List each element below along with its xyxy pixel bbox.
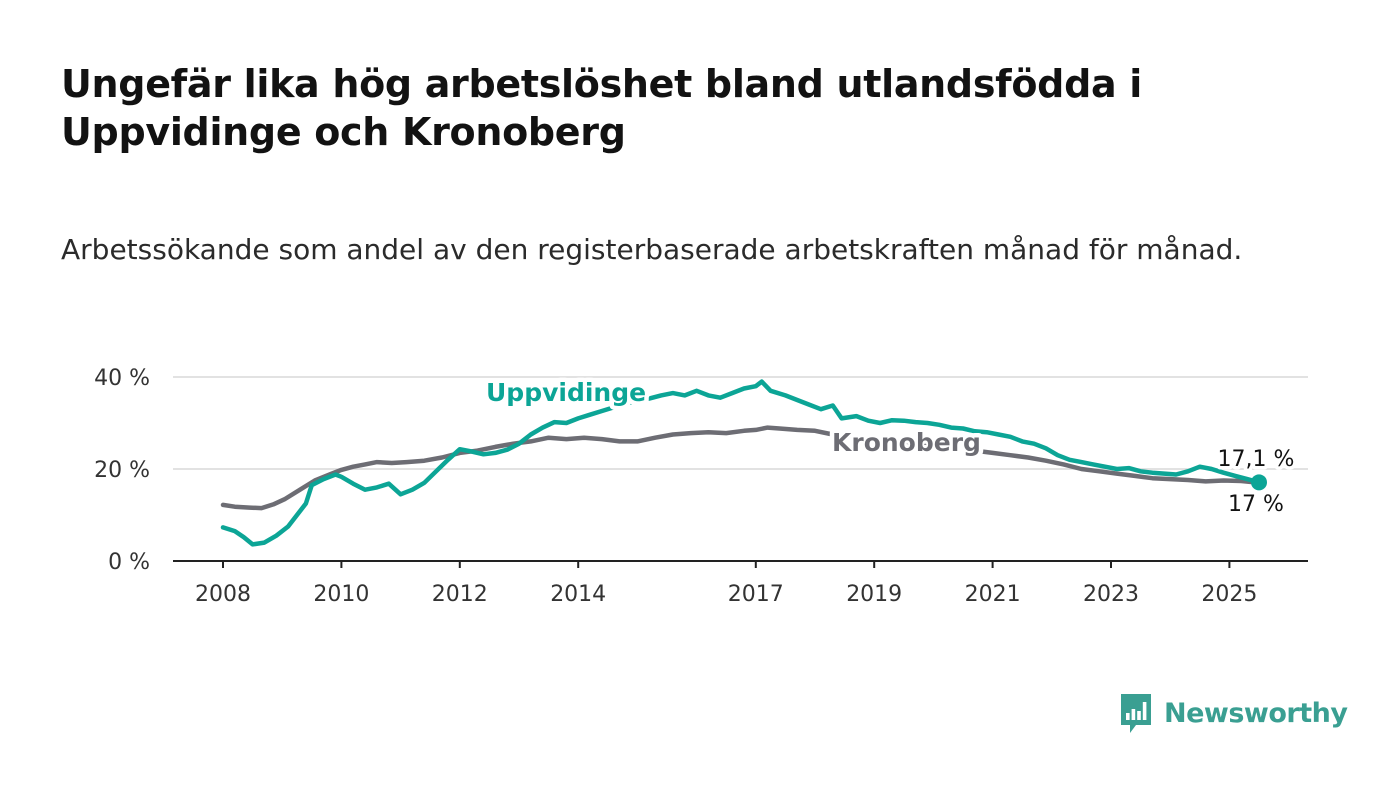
y-tick-label: 20 % <box>94 458 150 483</box>
x-tick-label: 2025 <box>1201 582 1257 607</box>
grid-layer: 0 % 20 % 40 % 2008 2010 2012 2014 2017 2019 2021 2… <box>94 366 1308 607</box>
series-label-kronoberg: Kronoberg <box>832 428 981 457</box>
end-point-uppvidinge <box>1251 474 1267 491</box>
label-layer: UppvidingeUppvidingeKronobergKronoberg17… <box>482 374 1298 521</box>
newsworthy-logo-icon <box>1121 694 1151 733</box>
series-line-uppvidinge <box>220 379 1262 547</box>
chart-subtitle: Arbetssökande som andel av den registerb… <box>61 233 1243 266</box>
series-label-uppvidinge: Uppvidinge <box>486 378 646 407</box>
end-label-kronoberg-halo: 17 % <box>1228 492 1284 517</box>
x-tick-label: 2008 <box>195 582 251 607</box>
x-tick-label: 2010 <box>313 582 369 607</box>
series-layer <box>220 379 1267 547</box>
x-tick-label: 2014 <box>550 582 606 607</box>
chart-title: Ungefär lika hög arbetslöshet bland utla… <box>61 62 1142 154</box>
x-tick-label: 2017 <box>728 582 784 607</box>
x-tick-label: 2012 <box>432 582 488 607</box>
newsworthy-logo: Newsworthy <box>1118 690 1348 736</box>
x-tick-label: 2021 <box>965 582 1021 607</box>
x-tick-label: 2019 <box>846 582 902 607</box>
newsworthy-logo-text: Newsworthy <box>1164 697 1348 729</box>
series-label-uppvidinge-halo: Uppvidinge <box>486 378 646 407</box>
y-tick-label: 0 % <box>108 550 150 575</box>
x-tick-label: 2023 <box>1083 582 1139 607</box>
end-label-uppvidinge-halo: 17,1 % <box>1218 447 1295 472</box>
series-label-kronoberg-halo: Kronoberg <box>832 428 981 457</box>
y-tick-label: 40 % <box>94 366 150 391</box>
end-label-uppvidinge: 17,1 % <box>1218 447 1295 472</box>
end-label-kronoberg: 17 % <box>1228 492 1284 517</box>
series-line-kronoberg <box>220 425 1262 511</box>
